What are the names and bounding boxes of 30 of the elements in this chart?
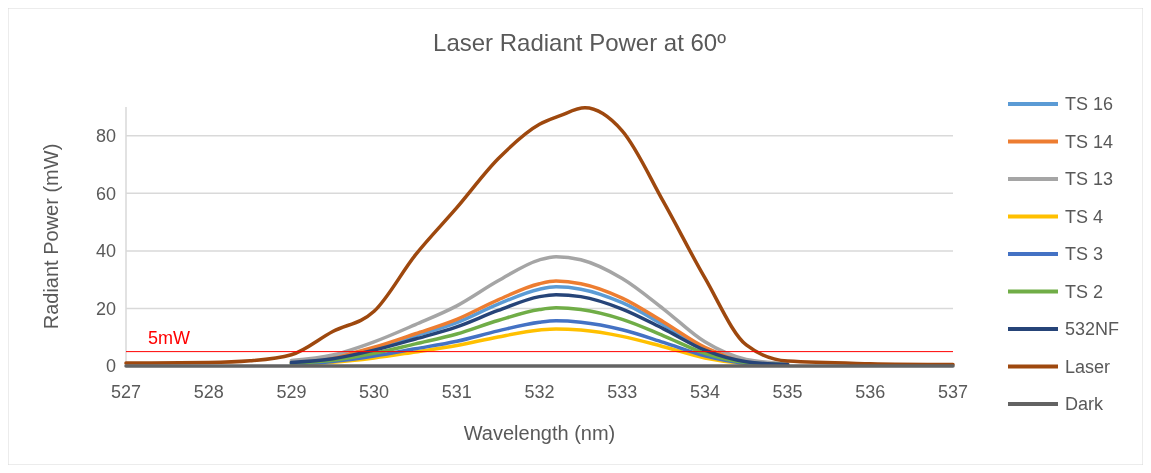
legend-label: Laser (1065, 356, 1111, 377)
legend-label: TS 3 (1065, 244, 1104, 265)
y-tick-label: 40 (95, 241, 116, 262)
x-tick-label: 531 (441, 382, 472, 402)
legend-label: TS 16 (1065, 94, 1114, 115)
legend-label: TS 2 (1065, 281, 1104, 302)
x-tick-label: 536 (855, 382, 886, 402)
y-tick-label: 60 (95, 183, 116, 204)
line-series (124, 106, 955, 367)
legend-label: 532NF (1065, 319, 1120, 340)
legend-label: TS 13 (1065, 169, 1114, 190)
y-tick-label: 80 (95, 126, 116, 147)
chart-title: Laser Radiant Power at 60º (433, 29, 727, 56)
x-tick-label: 533 (607, 382, 638, 402)
x-tick-label: 535 (772, 382, 803, 402)
legend-label: Dark (1065, 394, 1104, 415)
x-tick-label: 532 (524, 382, 555, 402)
y-tick-label: 20 (95, 298, 116, 319)
legend-label: TS 4 (1065, 206, 1104, 227)
x-tick-label: 527 (110, 382, 142, 402)
y-tick-label: 0 (105, 356, 116, 377)
y-axis-title: Radiant Power (mW) (40, 143, 62, 330)
x-tick-label: 529 (276, 382, 307, 402)
x-tick-label: 534 (689, 382, 720, 402)
x-tick-label: 528 (193, 382, 224, 402)
ref-line-label: 5mW (148, 327, 190, 348)
legend-label: TS 14 (1065, 131, 1114, 152)
x-axis-title: Wavelength (nm) (463, 422, 616, 444)
x-tick-label: 530 (359, 382, 390, 402)
x-tick-label: 537 (937, 382, 969, 402)
